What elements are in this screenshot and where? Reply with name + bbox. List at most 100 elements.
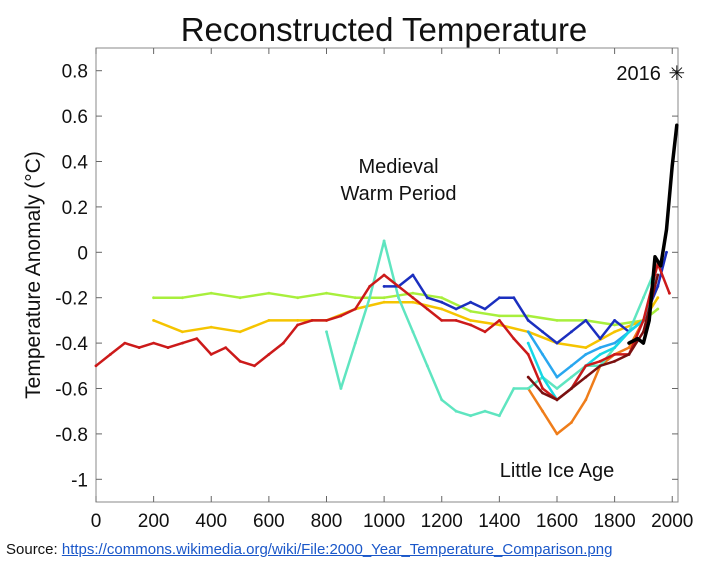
- y-tick-label: 0.4: [62, 153, 89, 174]
- data-point: [653, 255, 657, 259]
- data-point: [526, 314, 530, 318]
- source-label: Source:: [6, 541, 58, 558]
- data-point: [325, 319, 328, 322]
- data-point: [570, 387, 573, 390]
- data-point: [627, 346, 631, 349]
- data-point: [570, 375, 573, 379]
- data-point: [665, 250, 668, 254]
- data-point: [642, 296, 645, 300]
- data-point: [325, 291, 328, 295]
- data-point: [425, 307, 429, 311]
- x-tick-label: 1800: [593, 511, 635, 532]
- data-point: [368, 296, 372, 300]
- x-tick-label: 400: [195, 511, 227, 532]
- data-point: [656, 285, 660, 288]
- data-point: [541, 330, 544, 334]
- data-point: [238, 359, 242, 363]
- y-tick-label: -0.8: [55, 425, 88, 446]
- data-point: [382, 273, 386, 277]
- data-point: [541, 387, 544, 390]
- x-tick-label: 0: [91, 511, 102, 532]
- data-point: [584, 398, 588, 402]
- asterisk-marker-icon: ✳: [668, 61, 685, 85]
- data-point: [152, 296, 156, 300]
- x-tick-label: 1200: [421, 511, 463, 532]
- data-point: [598, 364, 602, 368]
- data-point: [483, 307, 487, 311]
- data-point: [152, 341, 156, 345]
- data-point: [267, 291, 271, 295]
- data-point: [483, 409, 487, 413]
- data-point: [498, 314, 501, 318]
- data-point: [267, 319, 271, 322]
- data-point: [166, 346, 170, 349]
- data-point: [647, 319, 651, 322]
- data-point: [584, 375, 588, 379]
- y-tick-label: -0.4: [55, 334, 88, 355]
- data-point: [498, 323, 501, 327]
- data-point: [541, 353, 544, 356]
- data-point: [636, 337, 640, 340]
- series-line-orange: [526, 285, 660, 436]
- data-point: [627, 341, 631, 345]
- marker-2016-label: 2016: [616, 63, 661, 85]
- data-point: [675, 123, 679, 127]
- data-point: [598, 359, 602, 363]
- data-point: [526, 319, 530, 322]
- data-point: [382, 296, 386, 300]
- data-point: [195, 337, 199, 340]
- data-point: [440, 300, 444, 304]
- data-point: [526, 387, 530, 390]
- data-point: [555, 432, 559, 436]
- y-tick-label: -0.2: [55, 289, 88, 310]
- data-point: [512, 387, 516, 390]
- data-point: [627, 353, 631, 356]
- data-point: [454, 307, 458, 311]
- data-point: [310, 319, 314, 322]
- data-point: [541, 409, 544, 413]
- data-point: [656, 296, 660, 300]
- data-point: [613, 359, 616, 363]
- data-point: [411, 273, 415, 277]
- data-point: [555, 375, 559, 379]
- x-tick-label: 1600: [536, 511, 578, 532]
- data-point: [440, 398, 444, 402]
- data-point: [209, 353, 213, 356]
- series-instrumental: [627, 123, 679, 345]
- y-axis-tick-labels: -1 -0.8 -0.6 -0.4 -0.2 0 0.2 0.4 0.6 0.8: [55, 62, 88, 492]
- data-point: [613, 353, 616, 356]
- y-tick-label: 0.2: [62, 198, 88, 219]
- data-point: [613, 319, 616, 322]
- data-point: [397, 296, 400, 300]
- data-point: [627, 330, 631, 334]
- source-link[interactable]: https://commons.wikimedia.org/wiki/File:…: [61, 541, 613, 558]
- x-axis-tick-labels: 0 200 400 600 800 1000 1200 1400 1600 1800 2000: [91, 511, 694, 532]
- data-point: [498, 319, 501, 322]
- data-point: [526, 330, 530, 334]
- annotation-little-ice-age: Little Ice Age: [500, 460, 615, 482]
- data-point: [181, 296, 184, 300]
- data-point: [411, 291, 415, 295]
- data-point: [224, 346, 228, 349]
- data-point: [94, 364, 98, 368]
- y-tick-label: 0.8: [62, 62, 88, 83]
- data-point: [454, 319, 458, 322]
- data-point: [598, 346, 602, 349]
- data-point: [469, 300, 472, 304]
- data-point: [382, 300, 386, 304]
- data-point: [642, 330, 645, 334]
- data-point: [656, 273, 660, 277]
- data-point: [440, 296, 444, 300]
- data-point: [659, 264, 663, 268]
- annotation-warm-period: Warm Period: [341, 183, 457, 205]
- data-point: [152, 319, 156, 322]
- data-point: [665, 228, 668, 232]
- data-point: [555, 387, 559, 390]
- source-attribution: Source: https://commons.wikimedia.org/wi…: [6, 541, 612, 558]
- data-point: [613, 341, 616, 345]
- data-point: [512, 337, 516, 340]
- data-point: [613, 330, 616, 334]
- data-point: [267, 353, 271, 356]
- data-point: [526, 353, 530, 356]
- data-point: [555, 398, 559, 402]
